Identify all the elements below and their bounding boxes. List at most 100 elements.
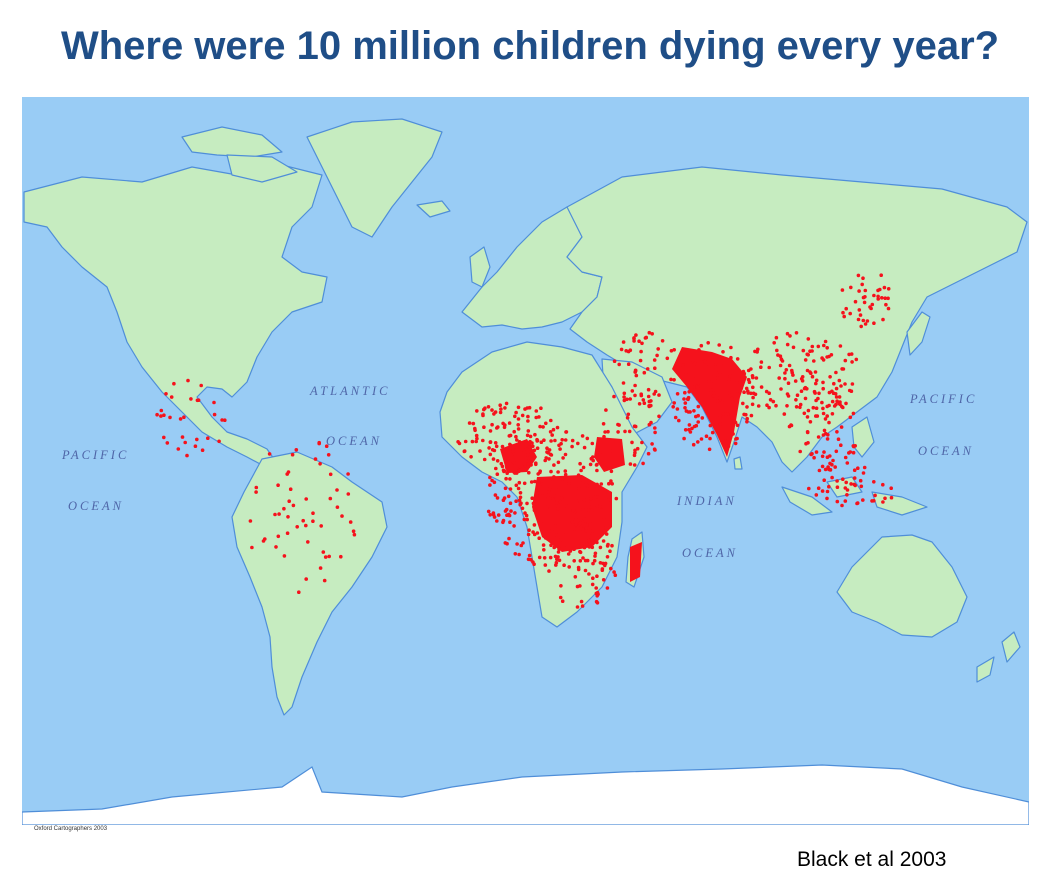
death-dot (785, 331, 790, 336)
death-dot (626, 362, 631, 367)
death-dot (876, 297, 880, 301)
death-dot (285, 531, 290, 535)
death-dot (473, 428, 477, 433)
death-dot (505, 513, 509, 517)
death-dot (774, 403, 778, 408)
death-dot (578, 584, 582, 588)
death-dot (605, 544, 610, 548)
death-dot (794, 331, 799, 335)
death-dot (487, 446, 491, 450)
death-dot (630, 389, 635, 393)
death-dot (532, 523, 537, 527)
death-dot (856, 317, 861, 322)
atlantic-ocean-label: ATLANTIC (309, 384, 391, 398)
death-dot (564, 543, 569, 548)
death-dot (845, 488, 850, 492)
death-dot (650, 442, 654, 446)
death-dot (798, 449, 802, 454)
death-dot (675, 392, 680, 396)
death-dot (526, 429, 531, 433)
death-dot (563, 452, 568, 457)
death-dot (855, 501, 860, 505)
death-dot (488, 452, 493, 457)
death-dot (513, 414, 517, 419)
death-dot (625, 397, 629, 402)
death-dot (318, 462, 322, 466)
death-dot (155, 412, 159, 417)
death-dot (540, 491, 545, 496)
death-dot (508, 442, 512, 447)
death-dot (642, 401, 647, 406)
death-dot (759, 385, 764, 389)
death-dot (807, 486, 811, 491)
death-dot (863, 295, 867, 299)
death-dot (304, 577, 309, 581)
death-dot (178, 417, 183, 421)
death-dot (273, 512, 277, 517)
death-dot (622, 391, 627, 396)
death-dot (559, 538, 563, 542)
death-dot (814, 378, 819, 383)
death-dot (498, 403, 503, 408)
death-dot (528, 434, 533, 439)
death-dot (515, 438, 519, 442)
death-dot (889, 486, 893, 491)
death-dot (695, 396, 700, 401)
death-dot (775, 348, 779, 353)
south-america (231, 451, 388, 716)
death-dot (828, 468, 833, 472)
death-dot (522, 517, 527, 522)
death-dot (692, 409, 696, 413)
death-dot (535, 495, 539, 500)
death-dot (682, 436, 686, 441)
death-dot (816, 396, 820, 401)
death-dot (751, 375, 755, 380)
death-dot (600, 568, 605, 572)
death-dot (837, 395, 842, 399)
death-dot (491, 511, 496, 515)
death-dot (504, 401, 509, 406)
death-dot (869, 306, 873, 311)
death-dot (787, 363, 792, 368)
death-dot (653, 366, 657, 371)
death-dot (595, 482, 599, 487)
death-dot (886, 287, 891, 291)
death-dot (564, 504, 569, 508)
death-dot (844, 306, 848, 311)
death-dot (503, 486, 508, 491)
death-dot (591, 529, 595, 533)
death-dot (711, 388, 716, 393)
death-dot (609, 566, 613, 571)
death-dot (712, 394, 716, 398)
death-dot (595, 590, 600, 595)
death-dot (672, 401, 676, 405)
death-dot (604, 525, 608, 530)
death-dot (527, 470, 531, 475)
death-dot (671, 405, 675, 409)
death-dot (503, 423, 507, 427)
death-dot (744, 412, 748, 417)
death-dot (575, 605, 580, 609)
death-dot (675, 407, 680, 411)
death-dot (610, 482, 614, 486)
death-dot (643, 336, 648, 340)
death-dot (665, 356, 670, 361)
death-dot (542, 438, 546, 443)
death-dot (759, 365, 763, 370)
death-dot (843, 499, 848, 503)
death-dot (703, 359, 707, 364)
death-dot (657, 414, 661, 419)
death-dot (514, 434, 518, 439)
death-dot (825, 404, 829, 409)
death-dot (545, 505, 549, 510)
north-america (23, 164, 328, 466)
death-dot (536, 472, 540, 476)
death-dot (814, 450, 819, 454)
death-dot (556, 470, 560, 474)
death-dot (319, 524, 324, 528)
pacific-east-label: PACIFIC (909, 392, 977, 406)
world-map-svg: ATLANTIC OCEAN PACIFIC OCEAN INDIAN OCEA… (22, 118, 1029, 825)
death-dot (505, 471, 510, 476)
death-dot (180, 435, 185, 439)
death-dot (833, 465, 837, 469)
